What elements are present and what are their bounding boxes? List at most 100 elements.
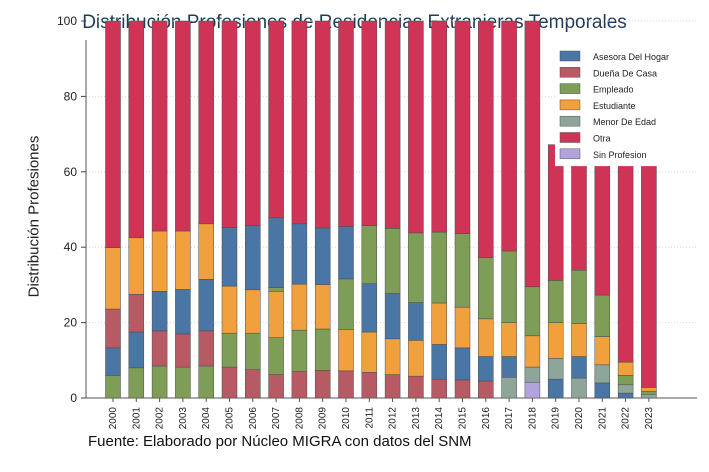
bar-segment (617, 375, 634, 386)
bar-segment (454, 306, 471, 349)
bar-segment (408, 375, 424, 399)
legend-label: Sin Profesion (593, 150, 647, 160)
y-tick-label: 60 (64, 165, 78, 179)
legend-label: Menor De Edad (593, 117, 656, 127)
legend-swatch (559, 50, 581, 62)
bar-segment (245, 332, 261, 370)
bar-segment (641, 387, 657, 392)
bar-segment (478, 20, 494, 259)
bar-segment (314, 20, 331, 229)
bar-segment (361, 331, 378, 373)
x-tick-label: 2015 (458, 407, 469, 430)
bar-segment (501, 322, 517, 357)
bar-segment (338, 278, 354, 330)
bar-segment (268, 217, 284, 288)
bar-segment (291, 283, 308, 331)
bar-segment (175, 20, 191, 232)
x-tick-label: 2023 (644, 407, 655, 430)
bar-segment (571, 356, 587, 379)
bar-segment (454, 233, 471, 308)
bar-segment (478, 380, 494, 399)
bar-segment (594, 382, 611, 399)
bar-segment (291, 223, 308, 285)
bar-segment (454, 347, 471, 381)
x-tick-label: 2017 (504, 407, 515, 430)
x-tick-label: 2001 (131, 407, 142, 430)
legend-swatch (559, 83, 581, 94)
bar-segment (594, 294, 611, 337)
bar-segment (268, 20, 284, 219)
bar-segment (268, 374, 284, 399)
bar-segment (547, 280, 564, 323)
bar-segment (384, 338, 401, 375)
bar-segment (105, 375, 121, 399)
bar-segment (361, 283, 378, 333)
x-tick-label: 2006 (248, 407, 259, 430)
bar-segment (151, 330, 168, 367)
bar-segment (617, 384, 634, 394)
x-tick-label: 2008 (294, 407, 305, 430)
legend-label: Dueña De Casa (593, 68, 657, 78)
bar-segment (547, 322, 564, 359)
x-tick-label: 2002 (155, 407, 166, 430)
bar-segment (524, 20, 541, 288)
bar-segment (571, 269, 587, 324)
bar-segment (105, 20, 121, 248)
bar-segment (151, 365, 168, 399)
x-tick-label: 2010 (341, 407, 352, 430)
bar-segment (338, 329, 354, 372)
bar-segment (268, 291, 284, 338)
bar-segment (221, 20, 238, 228)
x-tick-label: 2014 (434, 407, 445, 430)
x-tick-label: 2016 (481, 407, 492, 430)
bar-segment (547, 378, 564, 399)
bar-segment (105, 308, 121, 349)
bar-segment (361, 372, 378, 399)
bar-segment (408, 232, 424, 303)
x-tick-label: 2003 (178, 407, 189, 430)
bar-segment (594, 364, 611, 384)
bar-segment (338, 226, 354, 280)
x-tick-label: 2004 (201, 407, 212, 430)
bar-segment (571, 323, 587, 357)
bar-segment (245, 20, 261, 226)
y-tick-label: 40 (64, 240, 78, 254)
legend-swatch (559, 67, 581, 78)
bar-segment (594, 336, 611, 366)
bar-segment (128, 237, 145, 295)
bar-segment (314, 370, 331, 399)
bar-segment (175, 289, 191, 335)
bar-segment (105, 247, 121, 310)
bar-segment (524, 286, 541, 337)
bar-segment (384, 374, 401, 399)
bar-segment (128, 294, 145, 333)
bar-segment (198, 20, 214, 225)
bar-segment (245, 225, 261, 291)
bar-segment (128, 367, 145, 399)
bar-segment (454, 20, 471, 234)
bar-segment (151, 230, 168, 292)
legend-swatch (559, 115, 581, 127)
bar-segment (617, 361, 634, 376)
bar-segment (408, 302, 424, 341)
legend-swatch (559, 148, 581, 160)
bar-segment (431, 231, 447, 304)
y-tick-label: 0 (70, 391, 77, 405)
bar-segment (198, 365, 214, 399)
bar-segment (501, 250, 517, 323)
bar-segment (478, 356, 494, 382)
bar-segment (128, 20, 145, 239)
bar-segment (314, 328, 331, 371)
bar-segment (594, 145, 611, 296)
x-tick-label: 2019 (551, 407, 562, 430)
legend-swatch (559, 99, 581, 111)
bar-segment (641, 393, 657, 399)
bar-segment (454, 379, 471, 399)
bar-segment (198, 223, 214, 280)
bar-segment (221, 227, 238, 287)
bar-segment (501, 20, 517, 252)
x-tick-label: 2021 (597, 407, 608, 430)
y-tick-label: 100 (57, 14, 77, 28)
